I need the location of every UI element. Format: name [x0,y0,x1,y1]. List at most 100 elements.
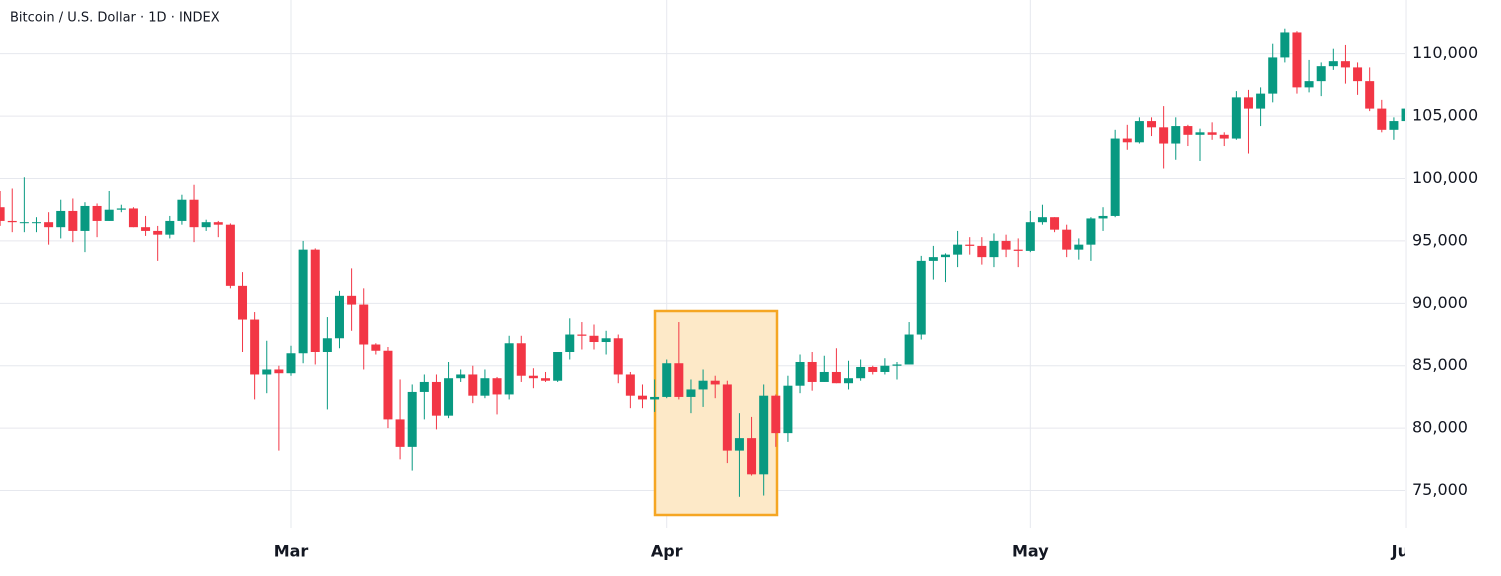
candle-body [613,338,623,375]
y-axis: 75,000 80,000 85,000 90,000 95,000 100,000 105… [1412,43,1478,499]
grid [0,0,1407,528]
candle-body [892,364,902,366]
candle-body [407,391,417,447]
candle-body [19,222,29,224]
candle-body [1025,222,1035,251]
candle-body [734,438,744,451]
candle-body [1183,126,1193,135]
candle-body [1401,108,1405,122]
candle-body [1098,215,1108,219]
y-tick-label: 95,000 [1412,230,1468,249]
candle-body [698,380,708,390]
candle-body [347,295,357,305]
candle-body [444,378,454,416]
candle-body [250,319,260,375]
candle-body [771,395,781,434]
candle-body [1134,121,1144,143]
candle-body [783,385,793,434]
candle-body [274,369,284,374]
candle-body [56,210,66,228]
candle-body [322,338,332,352]
candle-body [383,350,393,420]
candle-body [213,222,223,225]
candle-body [359,304,369,345]
candle-body [1316,66,1326,82]
candle-body [686,389,696,397]
candle-body [286,353,296,374]
highlight-box [653,309,779,517]
candle-body [1110,138,1120,216]
candle-body [177,199,187,221]
candle-body [1074,244,1084,250]
candle-body [795,361,805,386]
candle-body [977,245,987,258]
candle-body [1268,57,1278,94]
candle-body [1353,67,1363,82]
candle-body [601,338,611,343]
candle-body [419,381,429,392]
candle-body [916,260,926,335]
chart-title: Bitcoin / U.S. Dollar · 1D · INDEX [10,11,220,26]
candle-body [1365,81,1375,109]
y-tick-label: 75,000 [1412,480,1468,499]
candle-body [965,244,975,246]
candle-body [225,224,235,286]
candle-body [953,244,963,255]
candle-body [1159,127,1169,144]
candle-body [504,343,514,395]
candle-body [1086,218,1096,245]
candle-body [589,335,599,343]
candle-body [807,361,817,382]
candle-body [44,222,54,228]
candle-body [1377,108,1387,130]
candle-body [541,378,551,381]
y-tick-label: 90,000 [1412,293,1468,312]
candle-body [1219,134,1229,139]
candle-body [492,378,502,395]
candle-body [831,371,841,384]
candle-body [553,352,563,381]
candles [0,28,1405,497]
x-axis: Mar Apr May Jun [274,542,1421,561]
x-tick-label: Apr [651,542,683,561]
candle-body [189,199,199,228]
candle-body [1256,93,1266,109]
candle-body [637,395,647,400]
x-tick-label: Jun [1391,542,1421,561]
x-tick-label: May [1012,542,1049,561]
candle-body [528,375,538,379]
candle-body [238,285,248,320]
candle-body [480,378,490,396]
candle-body [722,384,732,451]
candle-body [662,363,672,397]
candle-body [1389,121,1399,130]
candle-body [1292,32,1302,88]
candle-body [298,249,308,354]
candle-body [577,334,587,336]
candle-body [565,334,575,352]
candle-body [856,366,866,379]
candle-body [868,366,878,372]
candle-body [819,371,829,382]
candle-body [1001,240,1011,250]
y-tick-label: 100,000 [1412,168,1478,187]
candle-body [880,365,890,372]
candle-body [759,395,769,475]
candle-body [625,374,635,396]
candle-body [128,208,138,228]
y-tick-label: 85,000 [1412,355,1468,374]
candle-body [68,210,78,231]
candle-body [1013,249,1023,251]
candle-body [1062,229,1072,250]
candle-body [334,295,344,339]
candle-body [468,374,478,396]
candle-body [650,396,660,400]
candle-body [1304,81,1314,88]
candle-body [1340,61,1350,68]
candle-body [940,254,950,258]
candle-body [1231,97,1241,139]
y-tick-label: 80,000 [1412,418,1468,437]
candle-body [1195,132,1205,135]
candle-body [80,205,90,231]
